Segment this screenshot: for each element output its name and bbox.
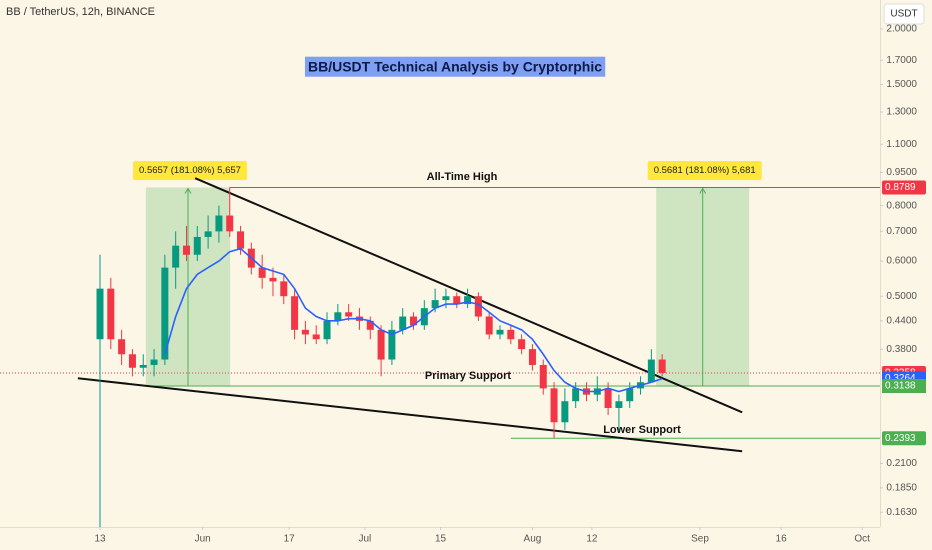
price-label: 0.3264 [885,373,916,384]
x-tick-label: 13 [94,534,106,545]
x-tick-label: 17 [284,534,296,545]
candle-body [172,245,180,268]
candle-body [345,312,353,317]
price-label: 0.8789 [885,182,916,193]
y-tick-label: 0.3800 [886,344,917,355]
y-tick-label: 0.7000 [886,226,917,237]
candle-body [550,388,558,423]
y-tick-label: 1.7000 [886,55,917,66]
candle-body [182,245,190,255]
measure-label-bg [133,161,247,181]
candle-body [431,300,439,309]
y-tick-label: 0.2100 [886,458,917,469]
annotation: Primary Support [425,370,512,382]
y-tick-label: 1.3000 [886,107,917,118]
candle-body [410,316,418,326]
annotation: Lower Support [603,424,681,436]
candle-body [215,215,223,232]
y-tick-label: 0.9500 [886,167,917,178]
candle-body [442,296,450,301]
x-tick-label: 15 [435,534,447,545]
annotation: All-Time High [427,171,498,183]
x-tick-label: Oct [854,534,870,545]
candle-body [377,329,385,360]
y-tick-label: 0.8000 [886,200,917,211]
x-tick-label: Jul [358,534,371,545]
candle-body [507,329,515,340]
trendline [77,377,743,453]
price-label: 0.2393 [885,433,916,444]
measure-label-bg [647,161,762,181]
price-label-bg [882,431,926,446]
symbol-header: BB / TetherUS, 12h, BINANCE [6,6,155,18]
measure-label: 0.5681 (181.08%) 5,681 [654,165,756,176]
currency-label[interactable]: USDT [890,9,917,20]
candle-body [193,236,201,255]
candle-body [237,231,245,249]
candle-body [107,288,115,340]
candle-body [539,364,547,389]
candle-body [139,364,147,368]
y-tick-label: 0.4400 [886,316,917,327]
price-label: 0.3138 [885,381,916,392]
candle-body [388,329,396,360]
x-tick-label: Sep [691,534,709,545]
candle-body [291,296,299,330]
measure-arrowhead [699,187,707,194]
measure-label: 0.5657 (181.08%) 5,657 [139,165,241,176]
candle-body [485,316,493,335]
title-bg [304,56,606,77]
candle-body [161,267,169,360]
x-tick-label: 12 [586,534,598,545]
candle-body [615,401,623,408]
y-tick-label: 0.6000 [886,256,917,267]
y-tick-label: 1.1000 [886,139,917,150]
candle-body [334,312,342,321]
candle-body [626,388,634,402]
candle-body [518,339,526,350]
y-tick-label: 1.5000 [886,79,917,90]
y-tick-label: 0.1850 [886,482,917,493]
ema-line [164,247,663,393]
candle-body [572,388,580,402]
candle-body [323,320,331,340]
candle-body [204,231,212,237]
candle-body [658,359,666,373]
candle-body [226,215,234,232]
price-label-bg [882,379,926,394]
candle-body [496,329,504,335]
chart-title: BB/USDT Technical Analysis by Cryptorphi… [308,59,602,75]
candle-body [118,339,126,355]
candle-body [561,401,569,423]
y-tick-label: 2.0000 [886,24,917,35]
candle-body [399,316,407,330]
x-tick-label: Jun [195,534,211,545]
candle-body [366,320,374,330]
y-tick-label: 0.5000 [886,291,917,302]
price-label-bg [882,180,926,195]
candle-body [604,388,612,408]
y-tick-label: 0.1630 [886,507,917,518]
candle-body [258,267,266,278]
x-tick-label: 16 [776,534,788,545]
candle-body [128,354,136,368]
candle-body [150,359,158,365]
candle-body [280,281,288,297]
x-tick-label: Aug [524,534,542,545]
candle-body [474,296,482,317]
candle-body [269,277,277,282]
currency-button[interactable] [883,3,925,25]
candle-body [647,359,655,383]
candle-body [96,288,104,340]
candle-body [464,296,472,305]
candle-body [301,329,309,335]
candle-body [312,334,320,340]
candle-body [528,349,536,365]
candle-body [453,296,461,305]
measure-arrowhead [184,187,192,194]
